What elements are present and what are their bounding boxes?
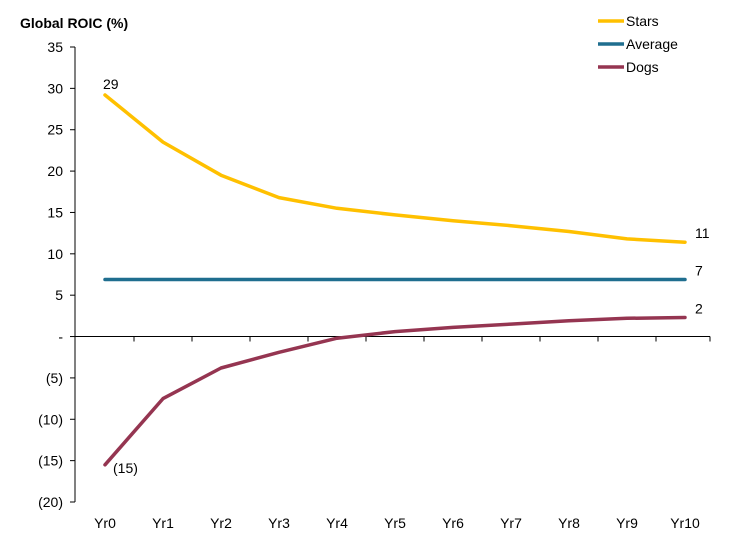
y-tick-label: 35 (47, 39, 63, 55)
data-label: 2 (695, 301, 703, 317)
y-tick-label: 15 (47, 204, 63, 220)
x-tick-label: Yr1 (152, 515, 174, 531)
y-tick-label: (5) (46, 370, 63, 386)
y-tick-label: (15) (38, 453, 63, 469)
y-tick-label: 20 (47, 163, 63, 179)
data-label: (15) (113, 460, 138, 476)
y-tick-label: (20) (38, 494, 63, 510)
legend-label-stars: Stars (626, 13, 659, 29)
x-tick-label: Yr9 (616, 515, 638, 531)
data-label: 7 (695, 262, 703, 278)
y-tick-label: 30 (47, 80, 63, 96)
data-label: 29 (103, 76, 119, 92)
x-tick-label: Yr8 (558, 515, 580, 531)
y-axis: 35 30 25 20 15 10 5 - (5) (10) (15) (20) (38, 39, 76, 510)
data-labels: 29 11 7 (15) 2 (103, 76, 710, 476)
y-axis-title: Global ROIC (%) (20, 15, 128, 31)
legend-label-average: Average (626, 36, 678, 52)
x-tick-label: Yr7 (500, 515, 522, 531)
x-tick-label: Yr6 (442, 515, 464, 531)
y-tick-label: - (58, 329, 63, 345)
legend-label-dogs: Dogs (626, 59, 659, 75)
x-tick-label: Yr4 (326, 515, 348, 531)
series-layer (103, 93, 687, 467)
x-tick-label: Yr2 (210, 515, 232, 531)
x-tick-label: Yr3 (268, 515, 290, 531)
legend: Stars Average Dogs (598, 13, 678, 75)
x-tick-label: Yr5 (384, 515, 406, 531)
series-line-stars (103, 93, 687, 244)
x-tick-label: Yr0 (94, 515, 116, 531)
y-tick-label: 5 (55, 287, 63, 303)
y-tick-label: (10) (38, 411, 63, 427)
y-tick-label: 25 (47, 122, 63, 138)
x-axis: Yr0 Yr1 Yr2 Yr3 Yr4 Yr5 Yr6 Yr7 Yr8 Yr9 Yr10 (74, 336, 711, 531)
series-line-dogs (103, 315, 687, 467)
x-tick-label: Yr10 (670, 515, 700, 531)
y-tick-label: 10 (47, 246, 63, 262)
data-label: 11 (695, 225, 710, 241)
